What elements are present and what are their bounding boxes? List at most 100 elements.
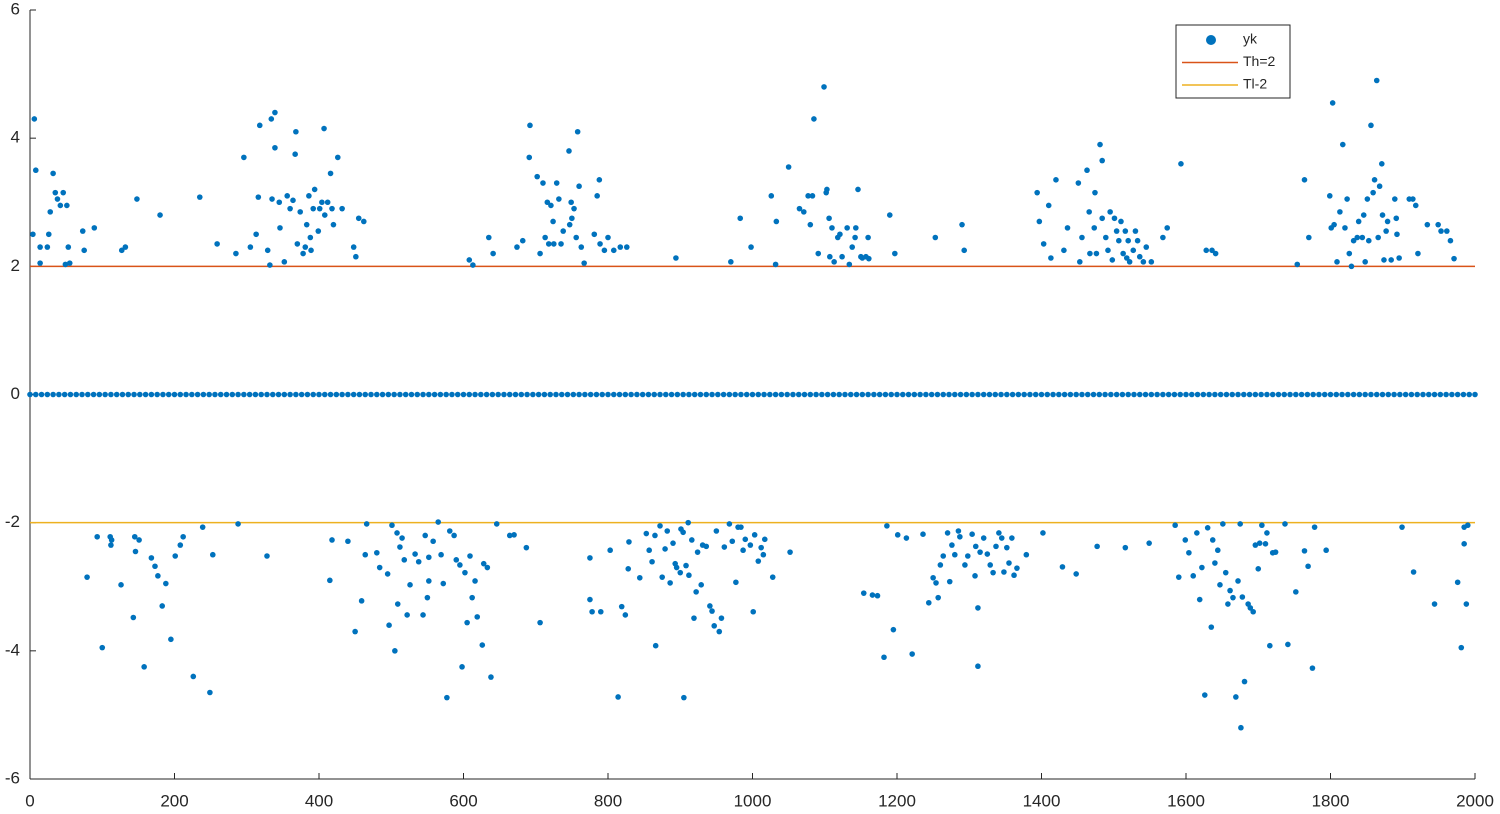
data-point xyxy=(1298,391,1305,398)
data-point xyxy=(264,553,270,559)
data-point xyxy=(287,205,293,212)
data-point xyxy=(440,580,447,587)
data-point xyxy=(319,199,325,206)
data-point xyxy=(1143,244,1150,250)
x-tick-label: 400 xyxy=(305,791,333,810)
data-point xyxy=(1365,237,1372,244)
data-point xyxy=(718,615,725,621)
data-point xyxy=(729,538,736,545)
data-point xyxy=(457,562,463,568)
data-point xyxy=(952,391,958,398)
data-point xyxy=(1258,391,1264,398)
data-point xyxy=(1212,250,1219,257)
data-point xyxy=(345,538,351,545)
data-point xyxy=(683,562,689,569)
data-point xyxy=(888,391,895,398)
data-point xyxy=(269,391,276,398)
data-point xyxy=(1431,601,1438,607)
data-point xyxy=(1410,569,1417,575)
data-point xyxy=(639,391,646,398)
data-point xyxy=(1337,209,1343,215)
data-point xyxy=(905,391,912,398)
data-point xyxy=(965,553,971,559)
data-point xyxy=(1094,543,1100,550)
data-point xyxy=(438,551,444,558)
data-point xyxy=(196,194,203,200)
data-point xyxy=(79,228,86,234)
data-point xyxy=(740,547,746,554)
data-point xyxy=(1414,391,1420,398)
data-point xyxy=(91,225,98,231)
data-point xyxy=(1269,391,1276,398)
data-point xyxy=(281,259,288,265)
data-point xyxy=(750,608,757,615)
data-point xyxy=(1415,250,1421,257)
data-point xyxy=(940,553,947,559)
data-point xyxy=(1021,391,1027,398)
y-tick-label: -6 xyxy=(5,768,20,787)
data-point xyxy=(177,391,184,398)
data-point xyxy=(1385,391,1392,398)
data-point xyxy=(933,580,939,586)
data-point xyxy=(1350,237,1357,244)
data-point xyxy=(1178,161,1184,167)
data-point xyxy=(1212,391,1218,398)
data-point xyxy=(256,122,263,129)
data-point xyxy=(1056,391,1062,398)
data-point xyxy=(670,540,676,546)
data-point xyxy=(1105,247,1111,254)
data-point xyxy=(31,116,38,122)
data-point xyxy=(430,538,436,545)
data-point xyxy=(155,573,161,579)
data-point xyxy=(1305,563,1311,570)
data-point xyxy=(284,193,291,199)
data-point xyxy=(649,558,655,565)
data-point xyxy=(1208,624,1215,630)
data-point xyxy=(1148,391,1155,398)
data-point xyxy=(574,128,581,135)
data-point xyxy=(992,391,999,398)
data-point xyxy=(512,391,519,398)
data-point xyxy=(122,244,129,250)
data-point xyxy=(472,391,478,398)
data-point xyxy=(1014,565,1020,571)
data-point xyxy=(493,521,500,527)
data-point xyxy=(1225,601,1231,607)
data-point xyxy=(467,553,473,559)
data-point xyxy=(315,228,322,234)
data-point xyxy=(444,694,450,701)
data-point xyxy=(1425,391,1432,398)
data-point xyxy=(1379,212,1386,218)
data-point xyxy=(397,544,403,550)
data-point xyxy=(1177,391,1184,398)
data-point xyxy=(449,391,455,398)
data-point xyxy=(1134,237,1141,244)
data-point xyxy=(1339,141,1346,148)
data-point xyxy=(691,391,698,398)
data-point xyxy=(815,250,822,257)
data-point xyxy=(329,205,335,212)
data-point xyxy=(807,391,814,398)
data-point xyxy=(490,250,496,257)
data-point xyxy=(691,615,697,621)
data-point xyxy=(275,391,282,398)
data-point xyxy=(1238,724,1244,731)
data-point xyxy=(206,391,212,398)
data-point xyxy=(545,241,552,247)
data-point xyxy=(663,391,669,398)
data-point xyxy=(358,598,365,604)
data-point xyxy=(886,212,893,218)
data-point xyxy=(800,209,807,215)
data-point xyxy=(523,544,530,551)
data-point xyxy=(85,391,91,398)
data-point xyxy=(560,228,567,234)
data-point xyxy=(853,391,860,398)
data-point xyxy=(652,532,658,539)
data-point xyxy=(1113,228,1120,234)
data-point xyxy=(526,154,533,161)
data-point xyxy=(784,391,790,398)
y-tick-label: 2 xyxy=(11,256,20,275)
data-point xyxy=(749,391,756,398)
data-point xyxy=(1376,183,1383,190)
data-point xyxy=(304,391,311,398)
